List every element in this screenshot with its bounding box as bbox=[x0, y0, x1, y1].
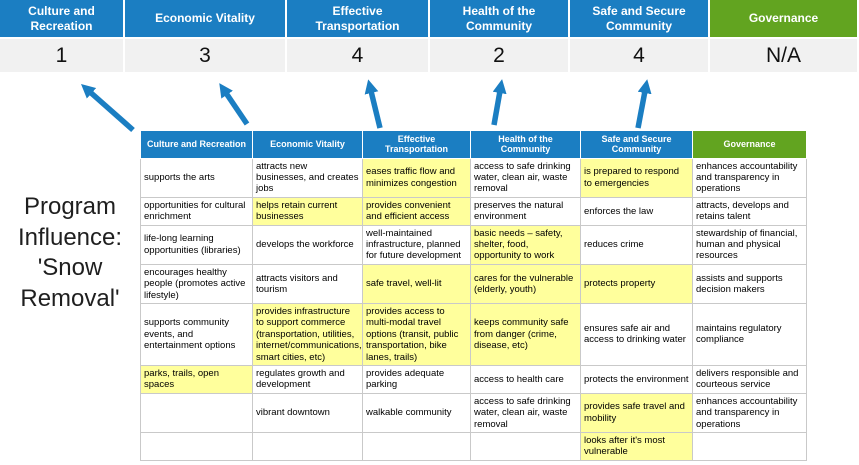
table-cell: is prepared to respond to emergencies bbox=[580, 157, 693, 198]
table-cell bbox=[362, 431, 471, 461]
table-cell: basic needs – safety, shelter, food, opp… bbox=[470, 224, 581, 265]
table-cell: looks after it's most vulnerable bbox=[580, 431, 693, 461]
table-header-0: Culture and Recreation bbox=[140, 130, 253, 159]
table-row: supports community events, and entertain… bbox=[140, 302, 807, 366]
table-cell: supports the arts bbox=[140, 157, 253, 198]
summary-score-0: 1 bbox=[0, 39, 123, 72]
table-cell bbox=[140, 392, 253, 433]
table-cell: opportunities for cultural enrichment bbox=[140, 196, 253, 226]
table-cell: assists and supports decision makers bbox=[692, 263, 807, 304]
arrow-health-icon bbox=[491, 79, 507, 126]
table-cell: attracts new businesses, and creates job… bbox=[252, 157, 363, 198]
summary-header-row: Culture and Recreation Economic Vitality E… bbox=[0, 0, 859, 37]
table-cell: attracts visitors and tourism bbox=[252, 263, 363, 304]
table-row: encourages healthy people (promotes acti… bbox=[140, 263, 807, 304]
table-cell: provides access to multi-modal travel op… bbox=[362, 302, 471, 366]
table-cell: provides adequate parking bbox=[362, 364, 471, 394]
table-cell: ensures safe air and access to drinking … bbox=[580, 302, 693, 366]
table-cell bbox=[692, 431, 807, 461]
table-cell: access to safe drinking water, clean air… bbox=[470, 392, 581, 433]
summary-score-4: 4 bbox=[570, 39, 708, 72]
table-cell: keeps community safe from danger (crime,… bbox=[470, 302, 581, 366]
table-cell: helps retain current businesses bbox=[252, 196, 363, 226]
table-header-2: Effective Transportation bbox=[362, 130, 471, 159]
table-cell: eases traffic flow and minimizes congest… bbox=[362, 157, 471, 198]
influence-arrows bbox=[81, 79, 652, 133]
summary-score-3: 2 bbox=[430, 39, 568, 72]
program-title: Program Influence: 'Snow Removal' bbox=[17, 193, 123, 313]
table-cell: access to health care bbox=[470, 364, 581, 394]
table-cell: develops the workforce bbox=[252, 224, 363, 265]
summary-header-5: Governance bbox=[710, 0, 857, 37]
table-cell: life-long learning opportunities (librar… bbox=[140, 224, 253, 265]
table-row: life-long learning opportunities (librar… bbox=[140, 224, 807, 265]
table-cell: delivers responsible and courteous servi… bbox=[692, 364, 807, 394]
table-header-5: Governance bbox=[692, 130, 807, 159]
table-cell: enhances accountability and transparency… bbox=[692, 392, 807, 433]
table-header-row: Culture and Recreation Economic Vitality E… bbox=[140, 130, 807, 159]
table-row: supports the arts attracts new businesses… bbox=[140, 157, 807, 198]
arrow-culture-icon bbox=[81, 84, 135, 133]
table-cell: cares for the vulnerable (elderly, youth… bbox=[470, 263, 581, 304]
table-cell: provides safe travel and mobility bbox=[580, 392, 693, 433]
table-cell: parks, trails, open spaces bbox=[140, 364, 253, 394]
table-cell: preserves the natural environment bbox=[470, 196, 581, 226]
summary-header-1: Economic Vitality bbox=[125, 0, 285, 37]
table-cell: access to safe drinking water, clean air… bbox=[470, 157, 581, 198]
table-row: opportunities for cultural enrichment hel… bbox=[140, 196, 807, 226]
table-cell: enhances accountability and transparency… bbox=[692, 157, 807, 198]
table-cell: provides infrastructure to support comme… bbox=[252, 302, 363, 366]
influence-table: Culture and Recreation Economic Vitality E… bbox=[140, 130, 807, 461]
summary-score-2: 4 bbox=[287, 39, 428, 72]
table-cell: safe travel, well-lit bbox=[362, 263, 471, 304]
table-cell bbox=[470, 431, 581, 461]
table-cell: protects the environment bbox=[580, 364, 693, 394]
arrow-transportation-icon bbox=[364, 79, 383, 129]
arrow-safe-icon bbox=[635, 79, 652, 129]
influence-table-head: Culture and Recreation Economic Vitality E… bbox=[140, 130, 807, 159]
summary-header-2: Effective Transportation bbox=[287, 0, 428, 37]
table-row: vibrant downtown walkable community access… bbox=[140, 392, 807, 433]
summary-score-1: 3 bbox=[125, 39, 285, 72]
table-header-4: Safe and Secure Community bbox=[580, 130, 693, 159]
table-row: parks, trails, open spaces regulates grow… bbox=[140, 364, 807, 394]
table-cell: well-maintained infrastructure, planned … bbox=[362, 224, 471, 265]
summary-header-3: Health of the Community bbox=[430, 0, 568, 37]
table-header-3: Health of the Community bbox=[470, 130, 581, 159]
table-cell: maintains regulatory compliance bbox=[692, 302, 807, 366]
summary-header-0: Culture and Recreation bbox=[0, 0, 123, 37]
table-cell: provides convenient and efficient access bbox=[362, 196, 471, 226]
arrow-economic-icon bbox=[219, 83, 250, 126]
table-cell: reduces crime bbox=[580, 224, 693, 265]
summary-score-5: N/A bbox=[710, 39, 857, 72]
summary-header-4: Safe and Secure Community bbox=[570, 0, 708, 37]
table-row: looks after it's most vulnerable bbox=[140, 431, 807, 461]
table-header-1: Economic Vitality bbox=[252, 130, 363, 159]
table-cell bbox=[140, 431, 253, 461]
summary-score-row: 1 3 4 2 4 N/A bbox=[0, 39, 859, 72]
table-cell: attracts, develops and retains talent bbox=[692, 196, 807, 226]
table-cell: regulates growth and development bbox=[252, 364, 363, 394]
table-cell: walkable community bbox=[362, 392, 471, 433]
table-cell: stewardship of financial, human and phys… bbox=[692, 224, 807, 265]
table-cell: vibrant downtown bbox=[252, 392, 363, 433]
table-cell: encourages healthy people (promotes acti… bbox=[140, 263, 253, 304]
table-cell: protects property bbox=[580, 263, 693, 304]
table-cell: enforces the law bbox=[580, 196, 693, 226]
influence-table-body: supports the arts attracts new businesses… bbox=[140, 157, 807, 461]
table-cell: supports community events, and entertain… bbox=[140, 302, 253, 366]
table-cell bbox=[252, 431, 363, 461]
